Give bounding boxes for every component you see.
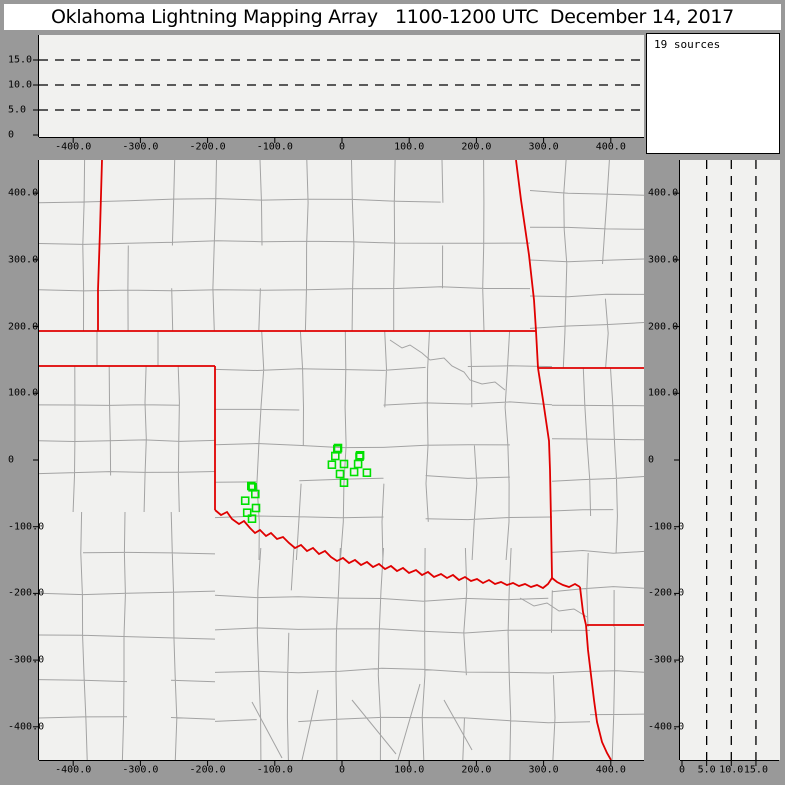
altitude-dashed-lines (39, 59, 644, 111)
ew-tick-label: -400.0 (55, 764, 92, 776)
ew-tick-label: 200.0 (461, 141, 492, 153)
ns-tick-label: 400.0 (648, 187, 679, 199)
lightning-source-marker (330, 451, 340, 461)
state-border-new-mexico-103w (97, 160, 103, 331)
lightning-source-marker (242, 508, 252, 518)
ns-tick-label: -400.0 (648, 721, 685, 733)
state-borders (39, 160, 644, 760)
lightning-source-markers (240, 443, 372, 524)
ew-tick-label: 0 (338, 141, 346, 153)
ew-tick-label: -200.0 (189, 141, 226, 153)
alt-tick-label: 0 (678, 764, 686, 776)
lightning-source-marker (349, 467, 359, 477)
alt-tick-label: 15.0 (8, 54, 33, 66)
lightning-source-marker (247, 481, 256, 491)
sources-count-label: 19 sources (654, 38, 721, 51)
ns-tick-label: 0 (8, 454, 15, 466)
plan-view-panel[interactable] (39, 160, 644, 760)
ns-tick-label: -100.0 (648, 521, 685, 533)
title-bar: Oklahoma Lightning Mapping Array 1100-12… (4, 4, 781, 30)
ew-tick-label: 400.0 (595, 764, 626, 776)
ew-tick-label: -300.0 (122, 141, 159, 153)
ns-tick-label: -300.0 (648, 654, 685, 666)
sources-count-panel: 19 sources (646, 33, 780, 154)
ew-tick-label: -300.0 (122, 764, 159, 776)
ew-tick-label: -100.0 (256, 141, 293, 153)
alt-tick-label: 5.0 (8, 104, 27, 116)
lightning-source-marker (251, 503, 261, 513)
plan-view-map[interactable] (39, 160, 644, 760)
state-border-missouri-west (515, 160, 539, 369)
alt-tick-label: 10.0 (8, 79, 33, 91)
ns-tick-label: 300.0 (8, 254, 39, 266)
alt-tick-label: 0 (8, 129, 15, 141)
altitude-ns-panel[interactable] (680, 160, 780, 760)
ns-tick-label: 100.0 (8, 387, 39, 399)
ew-tick-label: 300.0 (528, 141, 559, 153)
lightning-source-marker (251, 489, 260, 499)
ns-tick-label: -200.0 (648, 587, 685, 599)
ns-tick-label: 100.0 (648, 387, 679, 399)
state-border-oklahoma-arkansas (537, 367, 553, 579)
ew-tick-label: 100.0 (394, 764, 425, 776)
ns-tick-label: 200.0 (8, 321, 39, 333)
lightning-source-marker (362, 468, 372, 478)
altitude-ew-plot[interactable] (39, 35, 644, 137)
altitude-dashed-lines (706, 160, 757, 760)
lightning-source-marker (327, 460, 337, 470)
lightning-source-marker (339, 478, 349, 488)
ew-tick-label: -200.0 (189, 764, 226, 776)
ns-tick-label: 0 (648, 454, 655, 466)
altitude-ew-panel[interactable] (39, 35, 644, 137)
ew-tick-label: -100.0 (256, 764, 293, 776)
state-border-texas-arkansas-south (579, 586, 612, 760)
ew-tick-label: 300.0 (528, 764, 559, 776)
ew-tick-label: 0 (338, 764, 346, 776)
ns-tick-label: 300.0 (648, 254, 679, 266)
ew-tick-label: -400.0 (55, 141, 92, 153)
alt-tick-label: 15.0 (743, 764, 768, 776)
lightning-source-marker (335, 469, 345, 479)
ns-tick-label: 400.0 (8, 187, 39, 199)
lightning-source-marker (240, 496, 250, 506)
ew-tick-label: 200.0 (461, 764, 492, 776)
state-border-red-river (214, 509, 581, 590)
window-title: Oklahoma Lightning Mapping Array 1100-12… (51, 6, 734, 28)
lightning-source-marker (247, 514, 257, 524)
alt-tick-label: 10.0 (719, 764, 744, 776)
ew-tick-label: 400.0 (595, 141, 626, 153)
ns-tick-label: 200.0 (648, 321, 679, 333)
alt-tick-label: 5.0 (697, 764, 716, 776)
altitude-ns-plot[interactable] (680, 160, 780, 760)
ew-tick-label: 100.0 (394, 141, 425, 153)
lightning-source-marker (353, 459, 363, 469)
lightning-source-marker (339, 459, 349, 469)
county-borders-extra (96, 331, 588, 760)
